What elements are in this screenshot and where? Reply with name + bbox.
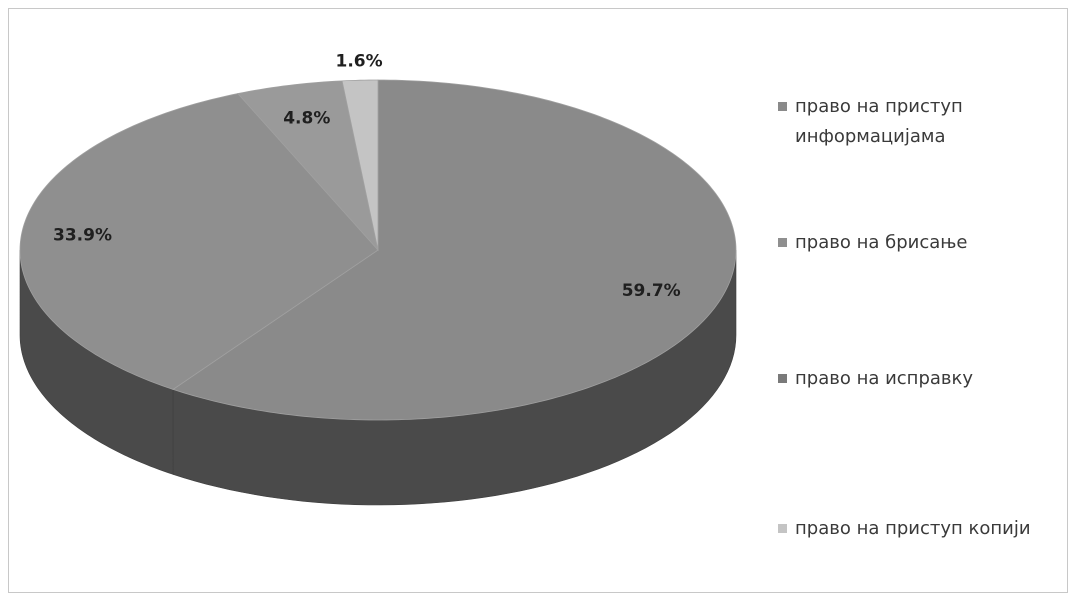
pie-slice: [237, 80, 379, 252]
legend-item-access-copy: право на приступ копији: [778, 514, 1055, 544]
legend-swatch: [778, 374, 787, 383]
legend-swatch: [778, 238, 787, 247]
legend-label: право на брисање: [795, 232, 968, 253]
pie-top: [19, 79, 737, 421]
legend-label: право на приступ копији: [795, 518, 1031, 539]
data-label: 4.8%: [283, 108, 330, 128]
legend-item-correction: право на исправку: [778, 364, 1055, 394]
legend-item-erasure: право на брисање: [778, 228, 1055, 258]
legend-label: право на исправку: [795, 368, 974, 389]
pie-slice: [172, 79, 737, 421]
legend-swatch: [778, 524, 787, 533]
pie-slice: [19, 93, 379, 390]
pie-slice: [341, 79, 379, 251]
data-label: 59.7%: [622, 281, 681, 301]
pie-data-labels: 59.7% 33.9% 4.8% 1.6%: [53, 52, 681, 301]
legend-swatch: [778, 102, 787, 111]
legend-label: право на приступ информацијама: [795, 96, 963, 147]
legend-item-access-information: право на приступ информацијама: [778, 92, 1055, 152]
data-label: 33.9%: [53, 225, 112, 245]
data-label: 1.6%: [336, 52, 383, 72]
